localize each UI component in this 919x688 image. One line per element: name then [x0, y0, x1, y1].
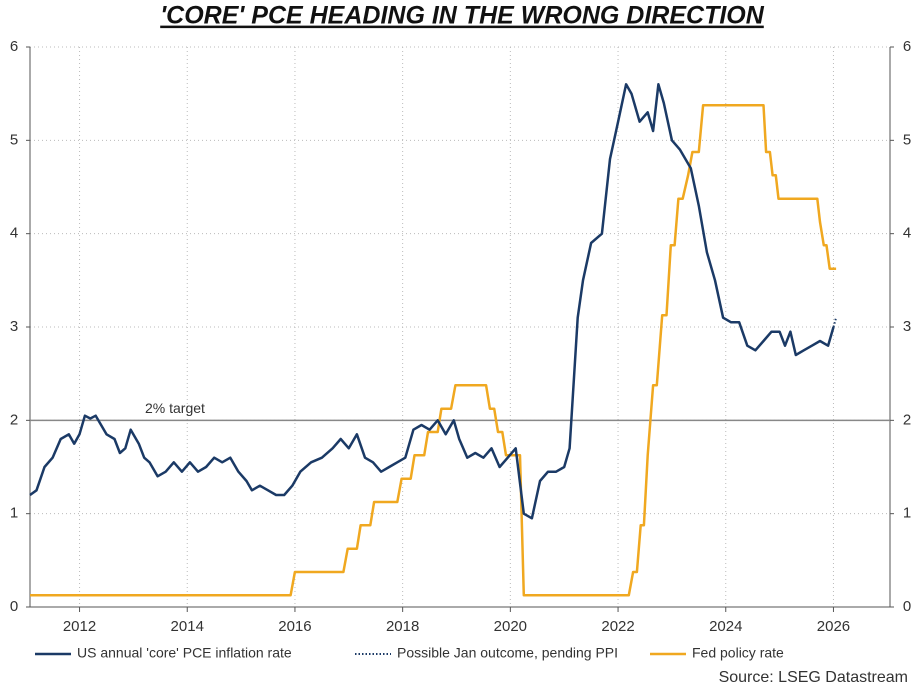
- x-tick-label: 2024: [709, 618, 742, 635]
- axis-frame: [29, 47, 891, 608]
- y2-tick-label: 2: [903, 411, 911, 428]
- y2-tick-label: 3: [903, 318, 911, 335]
- y2-tick-label: 0: [903, 598, 911, 615]
- legend-label: US annual 'core' PCE inflation rate: [77, 645, 292, 661]
- reference-label: 2% target: [145, 400, 205, 416]
- y-tick-label: 4: [10, 225, 18, 242]
- y-tick-label: 0: [10, 598, 18, 615]
- x-tick-label: 2020: [494, 618, 527, 635]
- y2-tick-label: 4: [903, 225, 911, 242]
- legend-label: Fed policy rate: [692, 645, 784, 661]
- y-tick-label: 6: [10, 38, 18, 55]
- chart-title: 'CORE' PCE HEADING IN THE WRONG DIRECTIO…: [160, 2, 765, 30]
- y-tick-label: 3: [10, 318, 18, 335]
- y2-tick-label: 6: [903, 38, 911, 55]
- x-tick-label: 2014: [171, 618, 204, 635]
- x-tick-label: 2022: [601, 618, 634, 635]
- y2-tick-label: 5: [903, 131, 911, 148]
- x-tick-label: 2016: [278, 618, 311, 635]
- series-line: [30, 104, 837, 597]
- x-tick-label: 2018: [386, 618, 419, 635]
- series-line: [832, 317, 838, 328]
- x-tick-label: 2012: [63, 618, 96, 635]
- x-tick-label: 2026: [817, 618, 850, 635]
- y-tick-label: 2: [10, 411, 18, 428]
- y-tick-label: 1: [10, 505, 18, 522]
- y-tick-label: 5: [10, 131, 18, 148]
- source: Source: LSEG Datastream: [719, 669, 908, 686]
- legend-label: Possible Jan outcome, pending PPI: [397, 645, 618, 661]
- y2-tick-label: 1: [903, 505, 911, 522]
- series-line: [29, 83, 835, 520]
